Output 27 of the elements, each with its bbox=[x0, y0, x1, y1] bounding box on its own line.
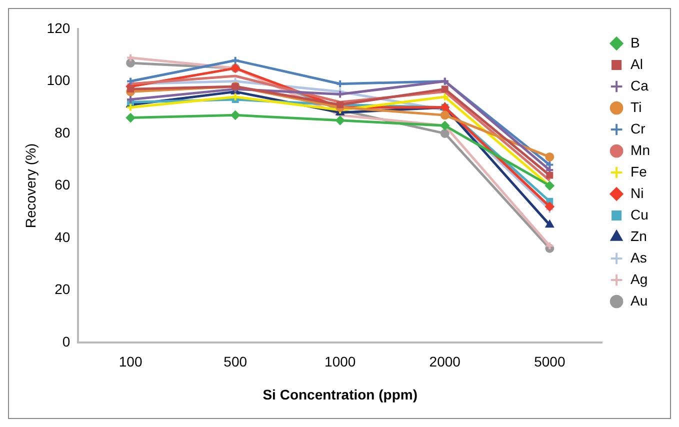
legend-label: As bbox=[630, 249, 647, 266]
legend-label: Mn bbox=[630, 142, 650, 158]
y-tick-label: 120 bbox=[46, 20, 70, 36]
y-tick-label: 80 bbox=[54, 124, 70, 140]
x-tick-label: 500 bbox=[224, 354, 248, 370]
legend-label: B bbox=[630, 34, 640, 50]
legend-label: Zn bbox=[630, 228, 647, 244]
x-tick-label: 2000 bbox=[429, 354, 461, 370]
legend-label: Fe bbox=[630, 163, 648, 180]
y-tick-label: 40 bbox=[54, 228, 70, 245]
y-tick-label: 20 bbox=[54, 281, 70, 298]
legend-label: Ti bbox=[630, 98, 642, 115]
y-tick-label: 100 bbox=[46, 72, 70, 88]
legend-label: Ni bbox=[630, 184, 644, 201]
x-axis-title: Si Concentration (ppm) bbox=[262, 386, 418, 402]
y-tick-label: 60 bbox=[54, 176, 70, 193]
legend-label: Ag bbox=[630, 270, 648, 287]
legend-label: Cr bbox=[630, 120, 646, 136]
y-axis-title: Recovery (%) bbox=[22, 143, 38, 228]
legend-label: Ca bbox=[630, 77, 649, 94]
x-tick-label: 5000 bbox=[534, 354, 566, 370]
x-tick-label: 1000 bbox=[324, 354, 356, 370]
legend-label: Au bbox=[630, 292, 648, 308]
legend-label: Cu bbox=[630, 206, 648, 222]
x-tick-label: 100 bbox=[118, 354, 142, 370]
legend-label: Al bbox=[630, 56, 644, 72]
y-tick-label: 0 bbox=[62, 333, 70, 350]
